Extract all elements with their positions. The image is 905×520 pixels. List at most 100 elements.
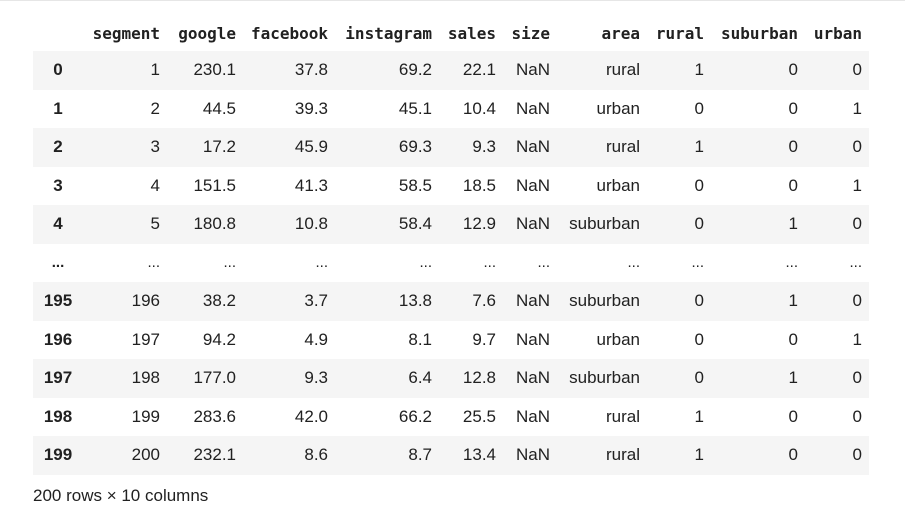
cell-facebook: 39.3 [294, 98, 328, 118]
cell-rural: 1 [694, 60, 704, 80]
cell-area: urban [596, 329, 640, 349]
cell-facebook: 42.0 [294, 406, 328, 426]
row-index: 3 [53, 175, 63, 195]
table-row: 199 200 232.1 8.6 8.7 13.4 NaN rural 1 0 0 [33, 436, 869, 475]
cell-facebook: 4.9 [304, 329, 328, 349]
cell-sales: 13.4 [462, 445, 496, 465]
row-index: 195 [43, 291, 73, 311]
cell-google: 44.5 [202, 98, 236, 118]
cell-google: 232.1 [193, 445, 236, 465]
row-index: 198 [43, 406, 73, 426]
cell-sales: 7.6 [472, 291, 496, 311]
cell-google: 38.2 [202, 291, 236, 311]
cell-segment: 5 [150, 214, 160, 234]
cell-suburban: 0 [788, 60, 798, 80]
table-row: 196 197 94.2 4.9 8.1 9.7 NaN urban 0 0 1 [33, 320, 869, 359]
table-row: 197 198 177.0 9.3 6.4 12.8 NaN suburban 0 1 0 [33, 359, 869, 398]
cell-segment: 197 [131, 329, 160, 349]
cell-area: suburban [569, 291, 640, 311]
output-top-border [0, 0, 905, 4]
cell-size: NaN [515, 406, 550, 426]
cell-instagram: 58.4 [398, 214, 432, 234]
cell-instagram: 66.2 [398, 406, 432, 426]
cell-rural: 1 [694, 137, 704, 157]
row-index: 197 [43, 368, 73, 388]
cell-area: urban [596, 175, 640, 195]
cell-size: NaN [515, 291, 550, 311]
cell-urban: 0 [852, 291, 862, 311]
column-header-suburban: suburban [720, 24, 798, 43]
cell-size: NaN [515, 214, 550, 234]
cell-sales: ... [483, 254, 496, 272]
cell-suburban: 1 [788, 214, 798, 234]
cell-instagram: 58.5 [398, 175, 432, 195]
cell-google: 151.5 [193, 175, 236, 195]
ellipsis-row: ................................. [33, 243, 869, 282]
cell-urban: 1 [852, 98, 862, 118]
cell-sales: 25.5 [462, 406, 496, 426]
cell-suburban: 1 [788, 291, 798, 311]
table-row: 4 5 180.8 10.8 58.4 12.9 NaN suburban 0 1 0 [33, 205, 869, 244]
cell-google: 283.6 [193, 406, 236, 426]
column-header-instagram: instagram [345, 24, 432, 43]
cell-segment: 4 [150, 175, 160, 195]
table-row: 195 196 38.2 3.7 13.8 7.6 NaN suburban 0 1 0 [33, 282, 869, 321]
cell-area: suburban [569, 214, 640, 234]
cell-google: 230.1 [193, 60, 236, 80]
table-row: 2 3 17.2 45.9 69.3 9.3 NaN rural 1 0 0 [33, 128, 869, 167]
cell-google: 17.2 [202, 137, 236, 157]
cell-google: ... [223, 254, 236, 272]
cell-urban: ... [849, 254, 862, 272]
cell-suburban: 0 [788, 98, 798, 118]
cell-instagram: ... [419, 254, 432, 272]
cell-instagram: 6.4 [408, 368, 432, 388]
cell-sales: 9.7 [472, 329, 496, 349]
cell-google: 94.2 [202, 329, 236, 349]
cell-area: rural [605, 445, 640, 465]
cell-urban: 0 [852, 214, 862, 234]
column-header-facebook: facebook [250, 24, 328, 43]
dataframe-shape-info: 200 rows × 10 columns [33, 486, 209, 505]
column-header-google: google [178, 24, 236, 43]
cell-rural: ... [691, 254, 704, 272]
cell-area: rural [605, 137, 640, 157]
column-header-rural: rural [655, 24, 704, 43]
row-index: 0 [53, 60, 63, 80]
cell-facebook: 9.3 [304, 368, 328, 388]
cell-google: 180.8 [193, 214, 236, 234]
cell-instagram: 8.1 [408, 329, 432, 349]
cell-rural: 0 [694, 368, 704, 388]
cell-suburban: 0 [788, 329, 798, 349]
column-header-segment: segment [92, 24, 160, 43]
cell-segment: 196 [131, 291, 160, 311]
row-index: 199 [43, 445, 73, 465]
cell-area: suburban [569, 368, 640, 388]
cell-size: NaN [515, 445, 550, 465]
cell-segment: 1 [150, 60, 160, 80]
cell-size: ... [537, 254, 550, 272]
row-index: 4 [53, 214, 63, 234]
cell-sales: 10.4 [462, 98, 496, 118]
cell-urban: 0 [852, 368, 862, 388]
cell-facebook: 8.6 [304, 445, 328, 465]
cell-area: ... [627, 254, 640, 272]
table-row: 0 1 230.1 37.8 69.2 22.1 NaN rural 1 0 0 [33, 51, 869, 90]
dataframe-output: segment google facebook instagram sales … [33, 16, 869, 475]
cell-suburban: 0 [788, 445, 798, 465]
cell-google: 177.0 [193, 368, 236, 388]
cell-urban: 0 [852, 406, 862, 426]
cell-urban: 1 [852, 175, 862, 195]
dataframe-table: segment google facebook instagram sales … [33, 16, 869, 475]
cell-rural: 0 [694, 329, 704, 349]
cell-segment: ... [147, 254, 160, 272]
cell-size: NaN [515, 175, 550, 195]
cell-rural: 0 [694, 98, 704, 118]
row-index: ... [51, 254, 65, 272]
cell-area: urban [596, 98, 640, 118]
cell-facebook: 10.8 [294, 214, 328, 234]
cell-sales: 9.3 [472, 137, 496, 157]
column-header-area: area [601, 24, 640, 43]
cell-instagram: 13.8 [398, 291, 432, 311]
cell-size: NaN [515, 329, 550, 349]
cell-instagram: 8.7 [408, 445, 432, 465]
